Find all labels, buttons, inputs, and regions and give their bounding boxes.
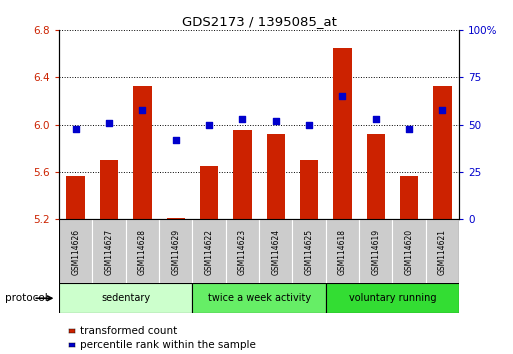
Title: GDS2173 / 1395085_at: GDS2173 / 1395085_at (182, 15, 337, 28)
Point (405, 126, 413, 131)
Bar (392, 219, 426, 285)
Bar (300, 160, 318, 219)
Point (171, 137, 180, 143)
Text: GSM114625: GSM114625 (305, 229, 313, 275)
Text: GSM114619: GSM114619 (371, 229, 380, 275)
Point (271, 118, 280, 124)
Text: GSM114628: GSM114628 (138, 229, 147, 275)
Bar (292, 219, 326, 285)
Point (138, 107, 147, 113)
Bar (267, 134, 285, 219)
Text: GSM114629: GSM114629 (171, 229, 180, 275)
Text: twice a week activity: twice a week activity (207, 293, 311, 303)
Bar (359, 219, 392, 285)
Text: GSM114626: GSM114626 (71, 229, 80, 275)
Bar (167, 218, 185, 219)
Text: GSM114620: GSM114620 (405, 229, 413, 275)
Text: percentile rank within the sample: percentile rank within the sample (80, 340, 256, 350)
Bar (259, 219, 292, 285)
Point (438, 107, 446, 113)
Bar (326, 219, 359, 285)
Point (205, 122, 213, 128)
Bar (333, 48, 351, 219)
Bar (59, 283, 192, 313)
Bar (100, 160, 118, 219)
Bar (226, 219, 259, 285)
Text: GSM114621: GSM114621 (438, 229, 447, 275)
Text: sedentary: sedentary (101, 293, 150, 303)
Text: GSM114627: GSM114627 (105, 229, 113, 275)
Bar (233, 130, 251, 219)
Point (71, 126, 80, 131)
Bar (426, 219, 459, 285)
Bar (59, 219, 92, 285)
Bar (367, 134, 385, 219)
Bar (400, 176, 418, 219)
Bar (159, 219, 192, 285)
Point (105, 120, 113, 126)
Bar (192, 219, 226, 285)
Text: voluntary running: voluntary running (349, 293, 436, 303)
Point (338, 93, 346, 99)
Text: GSM114624: GSM114624 (271, 229, 280, 275)
Text: transformed count: transformed count (80, 326, 177, 336)
Point (238, 116, 246, 122)
Bar (200, 166, 218, 219)
Bar (67, 176, 85, 219)
Bar (133, 86, 151, 219)
Bar (192, 283, 326, 313)
Bar (326, 283, 459, 313)
Bar (92, 219, 126, 285)
Text: GSM114618: GSM114618 (338, 229, 347, 275)
Bar (126, 219, 159, 285)
Text: GSM114623: GSM114623 (238, 229, 247, 275)
Point (371, 116, 380, 122)
Point (305, 122, 313, 128)
Text: GSM114622: GSM114622 (205, 229, 213, 275)
Text: protocol: protocol (5, 293, 48, 303)
Bar (433, 86, 451, 219)
